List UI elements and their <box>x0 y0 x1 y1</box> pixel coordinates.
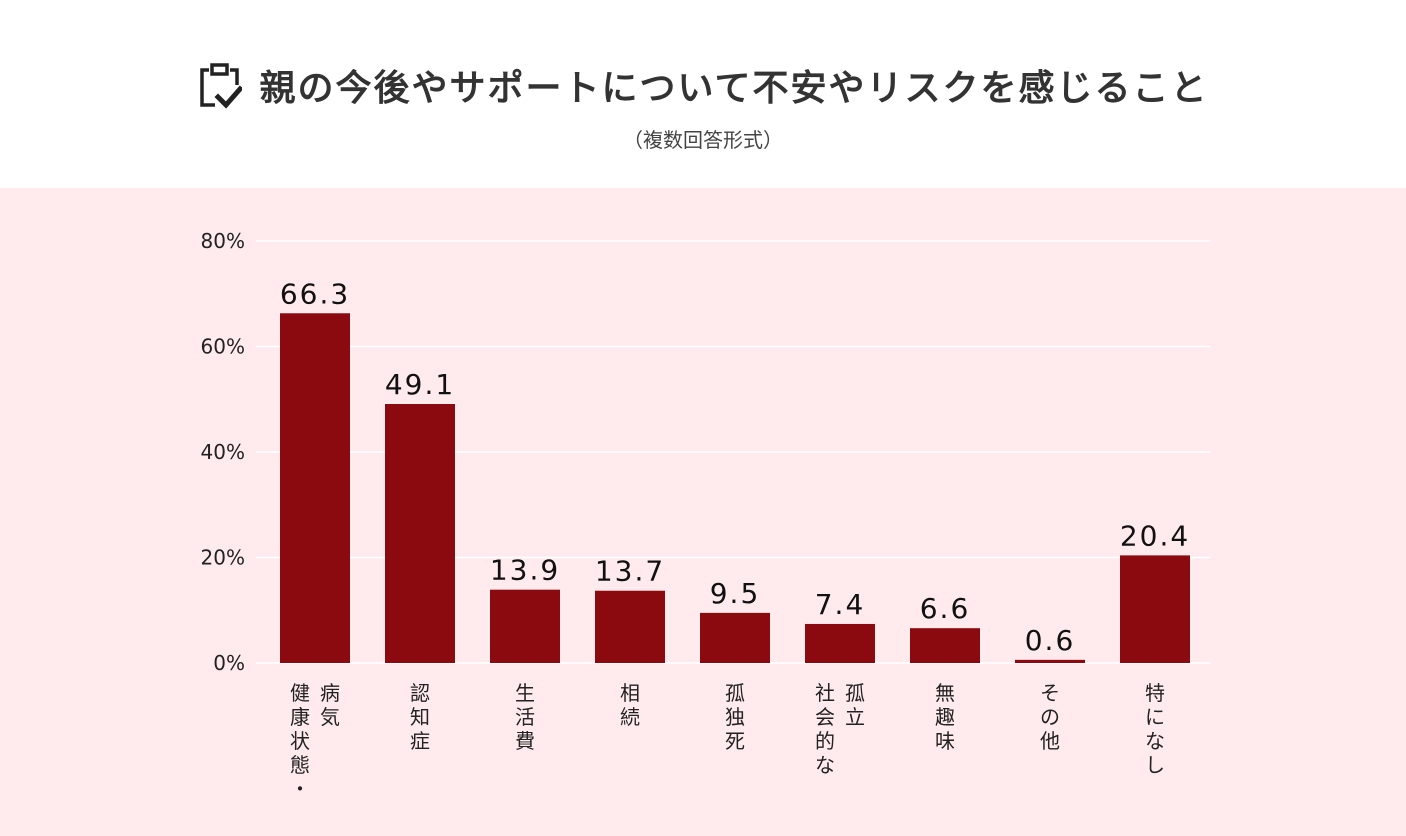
category-label-char: 死 <box>725 729 745 753</box>
category-label-char: 特 <box>1145 681 1165 705</box>
category-label-char: 知 <box>410 705 430 729</box>
clipboard-check-icon <box>199 63 242 109</box>
category-label-char: 立 <box>845 705 865 729</box>
category-label-char: 気 <box>320 705 340 729</box>
chart-header: 親の今後やサポートについて不安やリスクを感じること （複数回答形式） <box>0 0 1406 188</box>
bar <box>385 403 455 663</box>
chart-panel: 0% 20% 40% 60% 80% 66.3 49.1 13.9 13.7 9.5 7.4 6.6… <box>0 188 1406 836</box>
data-labels: 66.3 49.1 13.9 13.7 9.5 7.4 6.6 0.6 20.4 <box>280 277 1190 657</box>
category-label-char: 費 <box>515 729 535 753</box>
y-tick-label: 20% <box>201 546 245 570</box>
data-label: 13.9 <box>490 554 560 587</box>
category-label-char: 症 <box>410 729 430 753</box>
bar <box>805 623 875 663</box>
bar <box>910 628 980 663</box>
bar <box>490 589 560 663</box>
title-row: 親の今後やサポートについて不安やリスクを感じること <box>0 58 1406 112</box>
bar <box>1015 659 1085 663</box>
category-label-char: 社 <box>815 681 835 705</box>
category-label-char: 無 <box>935 681 955 705</box>
category-label-char: 病 <box>320 681 340 705</box>
category-label-char: ・ <box>290 777 310 801</box>
bar <box>595 590 665 663</box>
category-label-char: な <box>1145 729 1165 753</box>
bar-chart: 0% 20% 40% 60% 80% 66.3 49.1 13.9 13.7 9.5 7.4 6.6… <box>201 229 1210 801</box>
bar <box>700 612 770 663</box>
bars <box>280 313 1190 663</box>
category-label-char: 孤 <box>725 681 745 705</box>
category-label-char: 的 <box>815 729 835 753</box>
category-label-char: 他 <box>1040 729 1060 753</box>
y-tick-label: 0% <box>213 651 245 675</box>
y-tick-label: 60% <box>201 335 245 359</box>
chart-title: 親の今後やサポートについて不安やリスクを感じること <box>259 68 1209 109</box>
bar <box>1120 555 1190 663</box>
category-label-char: 活 <box>515 705 535 729</box>
category-label-char: 孤 <box>845 681 865 705</box>
data-label: 20.4 <box>1120 519 1190 552</box>
data-label: 6.6 <box>920 592 971 625</box>
category-label-char: 健 <box>290 681 310 705</box>
category-label-char: 状 <box>290 729 310 753</box>
data-label: 7.4 <box>815 588 866 621</box>
category-label-char: に <box>1145 705 1165 729</box>
data-label: 9.5 <box>710 577 761 610</box>
category-label-char: 会 <box>815 705 835 729</box>
data-label: 13.7 <box>595 555 665 588</box>
category-label-char: の <box>1040 705 1060 729</box>
category-label-char: な <box>815 753 835 777</box>
category-label-char: 味 <box>935 729 955 753</box>
y-axis-ticks: 0% 20% 40% 60% 80% <box>201 229 245 675</box>
category-label-char: 態 <box>290 753 310 777</box>
category-label-char: 独 <box>725 705 745 729</box>
category-label-char: 続 <box>620 705 640 729</box>
y-tick-label: 40% <box>201 440 245 464</box>
category-label-char: 趣 <box>935 705 955 729</box>
category-label-char: し <box>1145 753 1165 777</box>
data-label: 0.6 <box>1025 624 1076 657</box>
category-label-char: 認 <box>410 681 430 705</box>
y-tick-label: 80% <box>201 229 245 253</box>
category-label-char: 相 <box>620 681 640 705</box>
data-label: 49.1 <box>385 368 455 401</box>
category-label-char: 康 <box>290 705 310 729</box>
data-label: 66.3 <box>280 277 350 310</box>
bar <box>280 313 350 663</box>
chart-subtitle: （複数回答形式） <box>623 128 783 152</box>
category-label-char: 生 <box>515 681 535 705</box>
category-label-char: そ <box>1040 681 1060 705</box>
